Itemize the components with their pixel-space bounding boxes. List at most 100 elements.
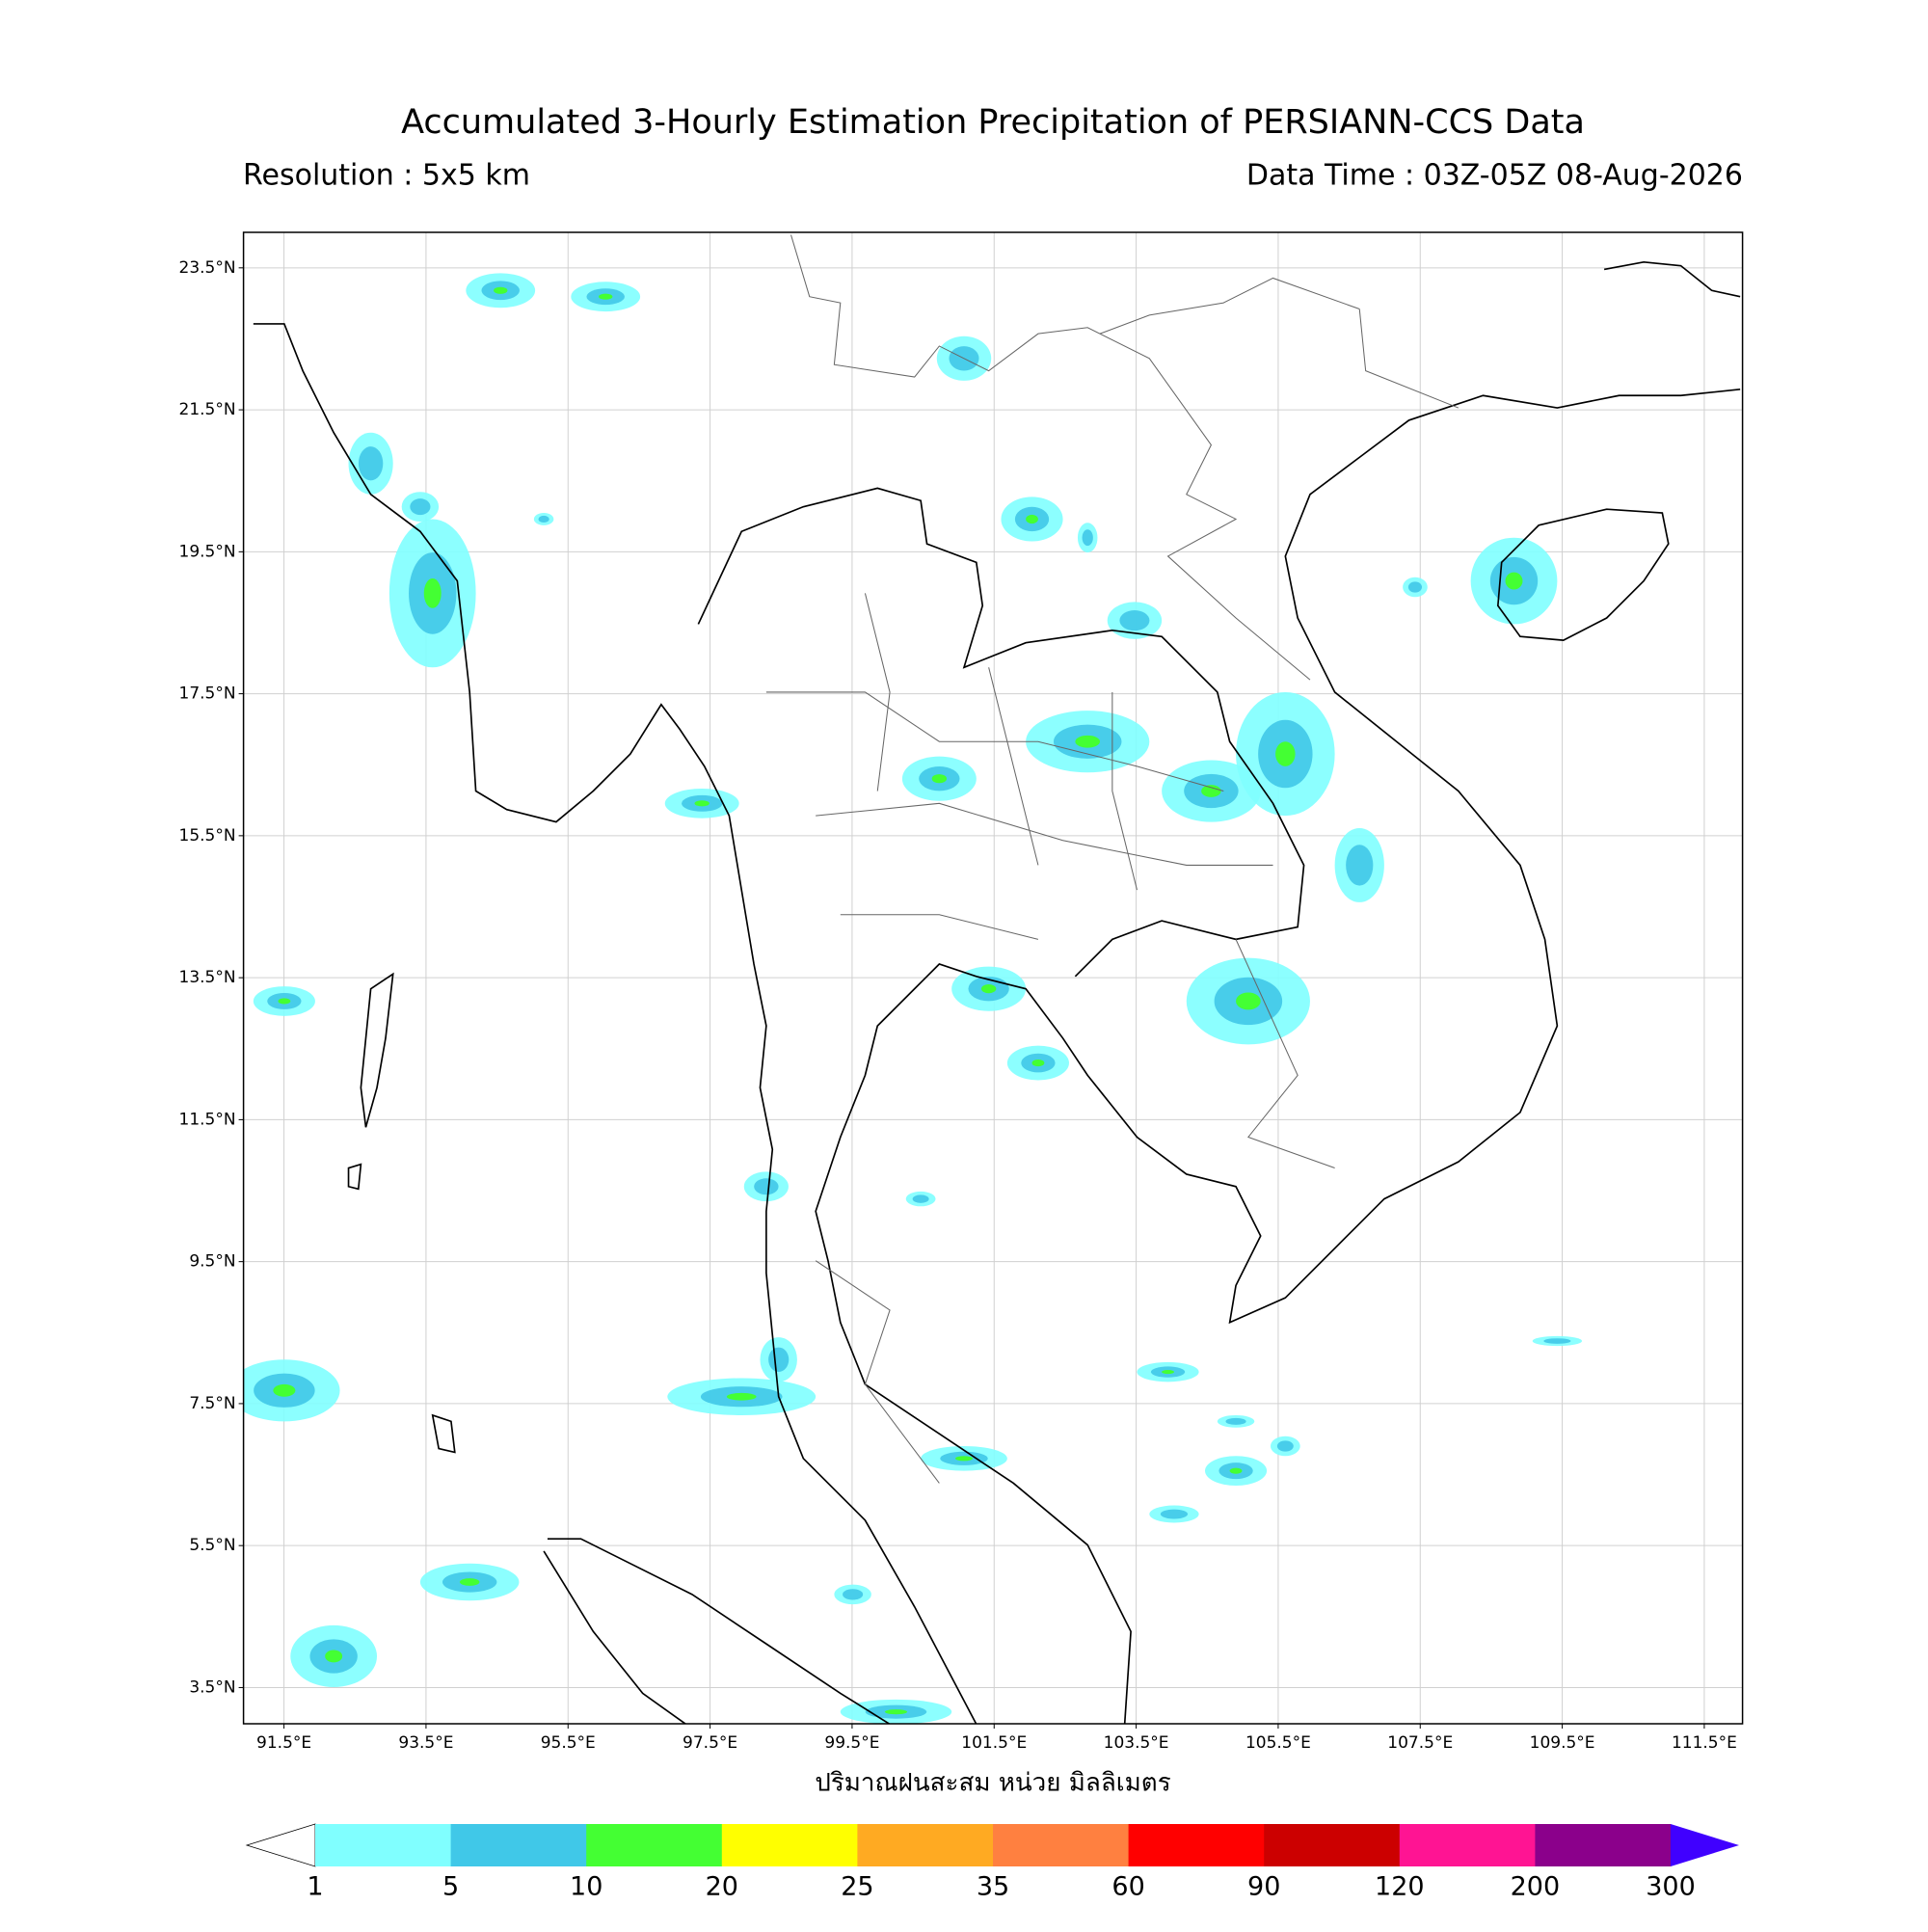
lon-tick-label: 105.5°E [1245,1733,1311,1753]
precip-patch [1162,1370,1174,1375]
lon-tick-label: 99.5°E [824,1733,879,1753]
lat-tick-label: 13.5°N [179,968,236,987]
colorbar-tick-label: 35 [977,1872,1009,1902]
map-frame [242,231,1744,1725]
country-border [790,234,1459,1169]
lon-tick-label: 95.5°E [541,1733,596,1753]
precip-patch [1407,581,1422,593]
precip-patch [410,498,431,516]
precip-patch [599,293,613,300]
coastline [253,323,977,1724]
lat-tick-label: 5.5°N [189,1536,235,1555]
precip-patch [843,1589,864,1600]
lon-tick-label: 91.5°E [256,1733,311,1753]
thailand-border [697,487,1305,978]
data-time: Data Time : 03Z-05Z 08-Aug-2026 [1246,159,1743,193]
precip-patch [1026,514,1038,524]
lat-tick-label: 3.5°N [189,1677,235,1697]
precip-patch [1075,735,1101,748]
colorbar-over [1671,1824,1739,1866]
lat-tick-label: 19.5°N [179,542,236,561]
colorbar: 1 5 10 20 25 35 60 90 120 200 300 [245,1823,1739,1902]
lon-tick-label: 97.5°E [683,1733,737,1753]
colorbar-bin [450,1824,587,1866]
colorbar-tick-label: 120 [1375,1872,1425,1902]
resolution: Resolution : 5x5 km [243,159,530,193]
precip-patch [1082,529,1093,547]
precip-patch [1160,1509,1189,1519]
lat-tick-label: 23.5°N [179,258,236,278]
lon-tick-label: 111.5°E [1672,1733,1737,1753]
precip-patch [1201,785,1221,797]
colorbar-bin [1128,1824,1265,1866]
precip-patch [1346,845,1374,886]
lon-tick-label: 103.5°E [1104,1733,1169,1753]
precip-layer [243,273,1583,1724]
colorbar-bin [993,1824,1130,1866]
lat-tick-label: 17.5°N [179,684,236,704]
precip-patch [884,1709,908,1715]
province-lines [765,593,1273,1484]
colorbar-tick-label: 90 [1247,1872,1280,1902]
precip-patch [1229,1467,1243,1474]
precip-patch [538,515,549,523]
precip-patch [1236,992,1261,1010]
title: Accumulated 3-Hourly Estimation Precipit… [401,103,1585,142]
precip-patch [1225,1417,1246,1425]
colorbar-bin [586,1824,723,1866]
precip-patch [494,286,508,294]
colorbar-tick-label: 5 [442,1872,459,1902]
colorbar-bin [1399,1824,1536,1866]
lon-tick-label: 107.5°E [1387,1733,1453,1753]
lon-tick-label: 101.5°E [961,1733,1027,1753]
colorbar-bin [315,1824,452,1866]
coastline [815,389,1741,1724]
colorbar-tick-label: 25 [841,1872,873,1902]
colorbar-bin [1264,1824,1401,1866]
colorbar-tick-label: 300 [1646,1872,1696,1902]
lat-tick-label: 7.5°N [189,1394,235,1413]
precip-patch [912,1194,929,1203]
map-layer [243,234,1741,1724]
precip-patch [1543,1338,1571,1344]
andaman-islands [347,972,456,1454]
precip-patch [278,998,291,1005]
precip-patch [931,774,948,784]
precip-patch [1275,741,1296,766]
precip-patch [1276,1440,1294,1452]
sumatra [543,1538,891,1724]
colorbar-tick-label: 60 [1111,1872,1144,1902]
lat-tick-label: 21.5°N [179,400,236,419]
lon-tick-label: 109.5°E [1530,1733,1595,1753]
colorbar-bin [857,1824,994,1866]
precip-patch [325,1650,343,1663]
precip-patch [726,1392,757,1401]
colorbar-bin [1535,1824,1672,1866]
precip-patch [358,446,384,481]
precip-patch [1505,572,1523,590]
lat-tick-label: 15.5°N [179,826,236,845]
precip-patch [768,1347,790,1372]
lat-tick-label: 11.5°N [179,1110,236,1129]
precip-patch [955,1456,973,1462]
precip-patch [694,800,710,807]
lat-tick-label: 9.5°N [189,1252,235,1272]
colorbar-tick-label: 10 [570,1872,602,1902]
china-coast [1603,260,1741,298]
precip-patch [1119,610,1150,631]
geography [253,234,1741,1724]
colorbar-label: ปริมาณฝนสะสม หน่วย มิลลิเมตร [815,1769,1170,1798]
colorbar-under [245,1823,316,1867]
precip-patch [273,1383,296,1397]
precip-patch [1031,1059,1045,1067]
precip-patch [754,1178,779,1195]
colorbar-bin [721,1824,858,1866]
colorbar-tick-label: 20 [706,1872,738,1902]
grid: 3.5°N 5.5°N 7.5°N 9.5°N 11.5°N 13.5°N 15.5°N 17… [179,232,1743,1753]
colorbar-tick-label: 1 [307,1872,323,1902]
hainan [1496,508,1670,641]
precip-patch [459,1578,480,1586]
precip-patch [980,984,997,994]
lon-tick-label: 93.5°E [398,1733,453,1753]
